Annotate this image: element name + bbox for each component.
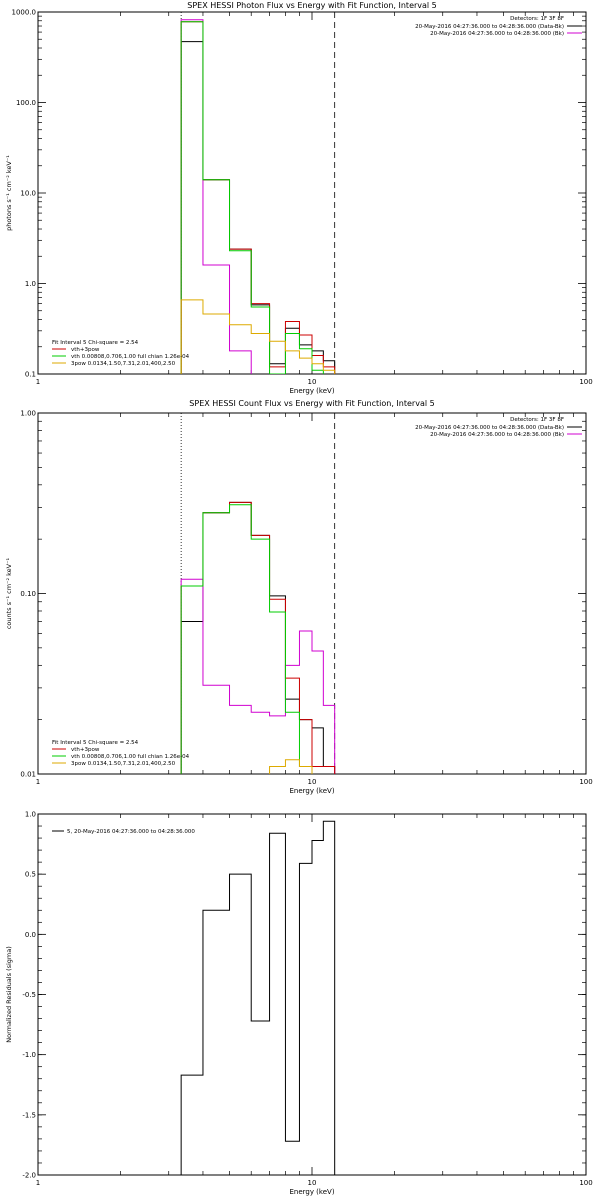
- y-tick-label: 1.0: [25, 811, 36, 819]
- y-axis-label: photons s⁻¹ cm⁻² keV⁻¹: [5, 155, 13, 231]
- x-axis-label: Energy (keV): [289, 387, 334, 395]
- x-tick-label: 1: [36, 778, 40, 786]
- x-tick-label: 10: [308, 378, 317, 386]
- y-tick-label: 1.0: [25, 280, 36, 288]
- y-tick-label: -0.5: [22, 991, 36, 999]
- legend-header: Fit Interval 5 Chi-square = 2.54: [52, 740, 139, 746]
- legend-entry-text: 20-May-2016 04:27:36.000 to 04:28:36.000…: [430, 31, 564, 37]
- y-tick-label: -1.0: [22, 1051, 36, 1059]
- y-tick-label: -2.0: [22, 1172, 36, 1180]
- series-group: [180, 820, 336, 1175]
- chart-title: SPEX HESSI Photon Flux vs Energy with Fi…: [187, 1, 437, 10]
- series-group: [180, 501, 336, 774]
- x-tick-label: 1: [36, 378, 40, 386]
- series-line-0: [180, 41, 336, 374]
- series-line-0: [180, 820, 336, 1175]
- x-tick-label: 10: [308, 778, 317, 786]
- series-line-1: [180, 19, 336, 374]
- legend-entry-text: vth+3pow: [71, 747, 100, 753]
- series-line-3: [180, 504, 336, 774]
- plot-frame: [37, 813, 587, 1176]
- legend-header: Detectors: 1F 3F 8F: [510, 417, 564, 423]
- y-tick-label: 0.5: [25, 871, 36, 879]
- y-tick-label: 10.0: [20, 190, 36, 198]
- y-tick-label: 1000.0: [12, 9, 37, 17]
- x-axis-label: Energy (keV): [289, 1188, 334, 1196]
- y-tick-label: 0.0: [25, 931, 36, 939]
- legend-header: Fit Interval 5 Chi-square = 2.54: [52, 340, 139, 346]
- y-tick-label: 0.1: [25, 371, 36, 379]
- x-axis-label: Energy (keV): [289, 787, 334, 795]
- x-tick-label: 1: [36, 1179, 40, 1187]
- x-tick-label: 100: [579, 1179, 592, 1187]
- legend-entry-text: 20-May-2016 04:27:36.000 to 04:28:36.000…: [415, 425, 564, 431]
- legend-entry-text: 3pow 0.0134,1.50,7.31,2.01,400,2.50: [71, 361, 176, 367]
- chart-panel-3: 1 10 100 Energy (keV) -2.0 -1.5 -1.0 -0.5 0.0 0.5…: [5, 811, 593, 1197]
- series-group: [180, 19, 336, 374]
- plot-frame: [37, 11, 587, 375]
- legend-entry-text: 20-May-2016 04:27:36.000 to 04:28:36.000…: [430, 432, 564, 438]
- chart-panel-1: SPEX HESSI Photon Flux vs Energy with Fi…: [5, 1, 593, 395]
- series-line-1: [180, 578, 336, 774]
- x-tick-label: 100: [579, 378, 592, 386]
- y-tick-label: -1.5: [22, 1111, 36, 1119]
- series-line-2: [180, 21, 336, 374]
- legend-entry-text: 20-May-2016 04:27:36.000 to 04:28:36.000…: [415, 24, 564, 30]
- series-line-4: [180, 299, 336, 374]
- legend-entry-text: 5, 20-May-2016 04:27:36.000 to 04:28:36.…: [67, 829, 195, 835]
- x-tick-label: 10: [308, 1179, 317, 1187]
- y-axis-label: counts s⁻¹ cm⁻² keV⁻¹: [5, 557, 13, 629]
- legend-entry-text: vth 0.00808,0.706,1.00 full chian 1.26e-…: [71, 354, 190, 360]
- series-line-3: [180, 21, 336, 374]
- y-tick-label: 1.00: [20, 410, 36, 418]
- y-tick-label: 0.01: [20, 771, 36, 779]
- x-tick-label: 100: [579, 778, 592, 786]
- legend-entry-text: vth+3pow: [71, 347, 100, 353]
- y-tick-label: 0.10: [20, 590, 36, 598]
- legend-entry-text: vth 0.00808,0.706,1.00 full chian 1.26e-…: [71, 754, 190, 760]
- y-axis-label: Normalized Residuals (sigma): [5, 946, 13, 1043]
- legend-header: Detectors: 1F 3F 8F: [510, 16, 564, 22]
- chart-title: SPEX HESSI Count Flux vs Energy with Fit…: [189, 399, 434, 408]
- chart-panel-2: SPEX HESSI Count Flux vs Energy with Fit…: [5, 399, 593, 795]
- series-line-4: [180, 759, 336, 774]
- y-tick-label: 100.0: [16, 99, 36, 107]
- legend-entry-text: 3pow 0.0134,1.50,7.31,2.01,400,2.50: [71, 761, 176, 767]
